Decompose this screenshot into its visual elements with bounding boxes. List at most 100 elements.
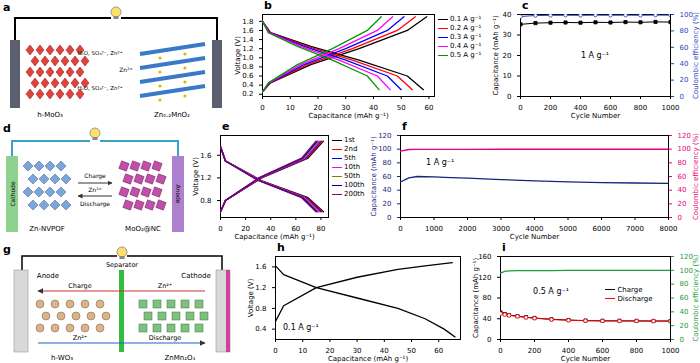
svg-text:Voltage (V): Voltage (V) bbox=[247, 278, 255, 317]
svg-text:0.4: 0.4 bbox=[255, 325, 267, 333]
svg-text:120: 120 bbox=[378, 132, 391, 140]
svg-text:0: 0 bbox=[387, 214, 391, 222]
svg-text:20: 20 bbox=[678, 200, 687, 208]
svg-text:800: 800 bbox=[634, 104, 647, 112]
svg-text:20: 20 bbox=[680, 76, 689, 84]
svg-text:40: 40 bbox=[680, 60, 689, 68]
svg-text:0: 0 bbox=[273, 347, 277, 355]
svg-text:1.6: 1.6 bbox=[242, 27, 254, 35]
svg-text:ZnMn₂O₄: ZnMn₂O₄ bbox=[165, 354, 196, 362]
svg-text:0: 0 bbox=[518, 104, 522, 112]
svg-text:Anode: Anode bbox=[37, 272, 59, 280]
svg-text:Capacitance (mAh g⁻¹): Capacitance (mAh g⁻¹) bbox=[370, 136, 378, 216]
svg-text:0.2: 0.2 bbox=[242, 90, 253, 98]
svg-text:10: 10 bbox=[298, 347, 307, 355]
svg-text:30: 30 bbox=[503, 31, 512, 39]
svg-text:20: 20 bbox=[383, 200, 392, 208]
svg-text:60: 60 bbox=[680, 44, 689, 52]
svg-text:120: 120 bbox=[678, 132, 691, 140]
svg-text:10: 10 bbox=[286, 104, 295, 112]
svg-text:Capacitance (mAh g⁻¹): Capacitance (mAh g⁻¹) bbox=[472, 258, 480, 338]
svg-text:Voltage (V): Voltage (V) bbox=[192, 157, 200, 196]
svg-text:Coulombic efficiency (%): Coulombic efficiency (%) bbox=[692, 133, 700, 220]
svg-text:200: 200 bbox=[544, 104, 557, 112]
svg-text:Capacitance (mAh g⁻¹): Capacitance (mAh g⁻¹) bbox=[234, 233, 314, 241]
svg-text:Capacitance (mAh g⁻¹): Capacitance (mAh g⁻¹) bbox=[492, 15, 500, 95]
svg-text:80: 80 bbox=[680, 27, 689, 35]
svg-text:Zn²⁺: Zn²⁺ bbox=[73, 334, 88, 342]
svg-text:10: 10 bbox=[503, 72, 512, 80]
svg-text:1.8: 1.8 bbox=[242, 18, 253, 26]
svg-text:0.6: 0.6 bbox=[242, 72, 254, 80]
svg-text:1.6: 1.6 bbox=[255, 263, 267, 271]
svg-text:1000: 1000 bbox=[425, 225, 443, 233]
svg-text:0: 0 bbox=[218, 225, 222, 233]
svg-text:0.8: 0.8 bbox=[242, 63, 253, 71]
svg-text:Voltage (V): Voltage (V) bbox=[234, 36, 242, 75]
svg-text:0.4: 0.4 bbox=[242, 81, 254, 89]
svg-text:Cycle Number: Cycle Number bbox=[561, 355, 611, 363]
svg-text:h-MoO₃: h-MoO₃ bbox=[37, 111, 63, 119]
svg-text:Separator: Separator bbox=[106, 261, 138, 269]
svg-text:40: 40 bbox=[503, 11, 512, 19]
svg-text:200: 200 bbox=[528, 347, 541, 355]
svg-text:50: 50 bbox=[407, 347, 416, 355]
svg-text:100: 100 bbox=[678, 145, 691, 153]
svg-text:20: 20 bbox=[503, 52, 512, 60]
svg-text:60: 60 bbox=[434, 347, 443, 355]
svg-text:0: 0 bbox=[498, 347, 502, 355]
svg-text:Coulombic efficiency (%): Coulombic efficiency (%) bbox=[692, 254, 700, 341]
svg-text:0: 0 bbox=[487, 336, 491, 344]
svg-text:0: 0 bbox=[678, 214, 682, 222]
svg-text:d: d bbox=[3, 122, 11, 135]
svg-text:Zn²⁺: Zn²⁺ bbox=[119, 66, 133, 73]
svg-text:800: 800 bbox=[630, 347, 643, 355]
svg-text:Capacitance (mAh g⁻¹): Capacitance (mAh g⁻¹) bbox=[328, 355, 408, 363]
svg-text:Discharge: Discharge bbox=[80, 200, 110, 208]
svg-text:0: 0 bbox=[260, 104, 264, 112]
svg-text:5000: 5000 bbox=[559, 225, 577, 233]
svg-text:40: 40 bbox=[680, 308, 689, 316]
svg-text:Zn-NVPOF: Zn-NVPOF bbox=[29, 225, 65, 233]
svg-text:40: 40 bbox=[383, 186, 392, 194]
svg-text:100: 100 bbox=[378, 145, 391, 153]
svg-text:Cycle Number: Cycle Number bbox=[571, 112, 621, 120]
svg-text:60: 60 bbox=[678, 173, 687, 181]
svg-text:60: 60 bbox=[383, 173, 392, 181]
svg-text:h-WO₃: h-WO₃ bbox=[51, 354, 73, 362]
svg-text:0: 0 bbox=[398, 225, 402, 233]
svg-text:Capacitance (mAh g⁻¹): Capacitance (mAh g⁻¹) bbox=[308, 112, 388, 120]
svg-text:1.2: 1.2 bbox=[255, 284, 266, 292]
svg-text:MoO₂@NC: MoO₂@NC bbox=[125, 225, 161, 233]
svg-text:H₂O, SO₄²⁻, Zn²⁺: H₂O, SO₄²⁻, Zn²⁺ bbox=[77, 85, 122, 91]
svg-text:Coulombic efficiency (%): Coulombic efficiency (%) bbox=[692, 12, 700, 99]
svg-text:50: 50 bbox=[397, 104, 406, 112]
svg-text:Cycle Number: Cycle Number bbox=[510, 233, 560, 241]
svg-text:Discharge: Discharge bbox=[149, 334, 182, 342]
svg-text:a: a bbox=[3, 1, 10, 14]
svg-text:6000: 6000 bbox=[593, 225, 611, 233]
svg-text:Cathode: Cathode bbox=[9, 181, 16, 207]
svg-text:Anode: Anode bbox=[175, 184, 182, 203]
svg-text:Zn₀.₂MnO₂: Zn₀.₂MnO₂ bbox=[154, 111, 190, 119]
svg-text:60: 60 bbox=[680, 294, 689, 302]
svg-text:1.6: 1.6 bbox=[200, 152, 212, 160]
svg-text:Charge: Charge bbox=[68, 282, 91, 290]
svg-text:80: 80 bbox=[678, 159, 687, 167]
svg-text:40: 40 bbox=[678, 186, 687, 194]
svg-text:H₂O, SO₄²⁻, Zn²⁺: H₂O, SO₄²⁻, Zn²⁺ bbox=[77, 50, 122, 56]
svg-text:40: 40 bbox=[483, 315, 492, 323]
svg-text:20: 20 bbox=[680, 322, 689, 330]
svg-text:0.8: 0.8 bbox=[255, 305, 266, 313]
svg-text:2000: 2000 bbox=[459, 225, 477, 233]
svg-text:60: 60 bbox=[424, 104, 433, 112]
svg-text:1.0: 1.0 bbox=[242, 54, 253, 62]
svg-text:80: 80 bbox=[680, 280, 689, 288]
svg-text:Charge: Charge bbox=[84, 172, 106, 180]
svg-text:8000: 8000 bbox=[660, 225, 678, 233]
svg-text:1.2: 1.2 bbox=[242, 45, 253, 53]
svg-text:3000: 3000 bbox=[492, 225, 510, 233]
svg-text:g: g bbox=[3, 243, 11, 256]
svg-text:Cathode: Cathode bbox=[181, 272, 210, 280]
svg-text:0: 0 bbox=[680, 93, 684, 101]
